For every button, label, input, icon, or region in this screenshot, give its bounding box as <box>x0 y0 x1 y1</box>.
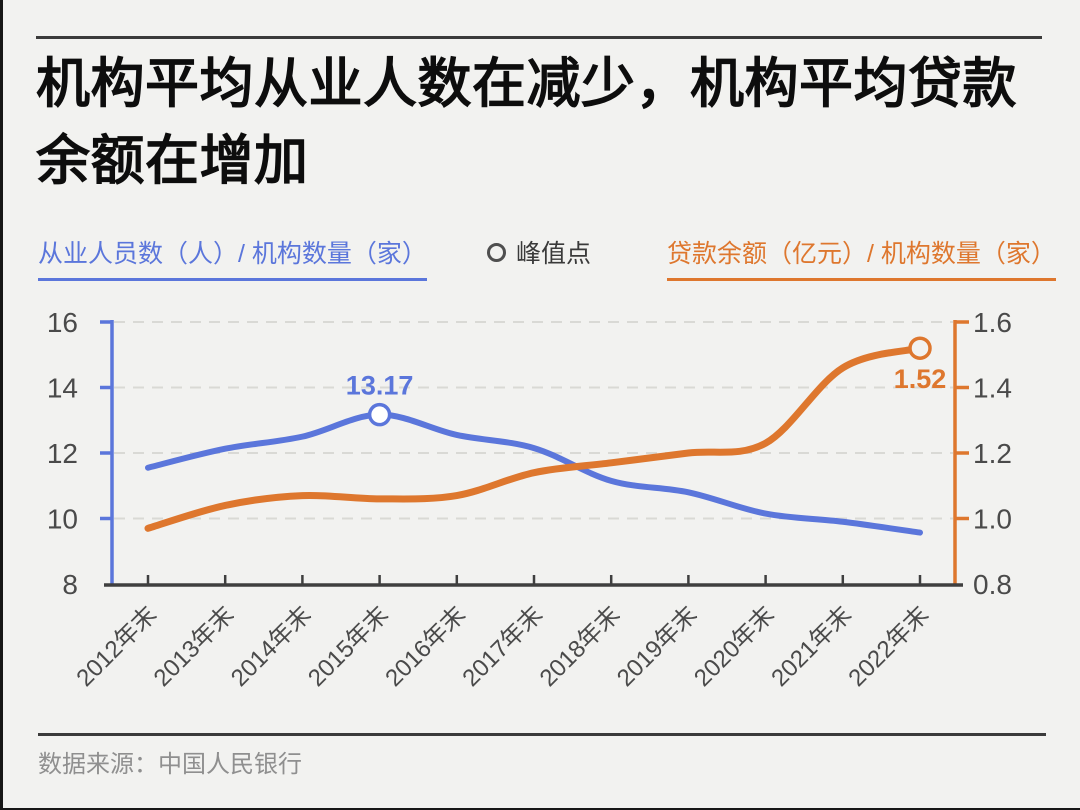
legend-item-employees: 从业人员数（人）/ 机构数量（家） <box>38 234 427 281</box>
peak-marker <box>367 402 392 427</box>
legend-item-loan-balance: 贷款余额（亿元）/ 机构数量（家） <box>667 234 1056 281</box>
x-axis: 2012年末2013年末2014年末2015年末2016年末2017年末2018… <box>71 575 963 692</box>
x-axis-label: 2014年末 <box>226 601 317 692</box>
y-axis-right-label: 1.2 <box>973 438 1012 469</box>
x-axis-label: 2017年末 <box>457 601 548 692</box>
x-axis-label: 2012年末 <box>71 601 162 692</box>
y-axis-left: 8 10 12 14 16 <box>47 307 114 600</box>
y-axis-left-label: 14 <box>47 373 78 404</box>
left-edge-artifact <box>0 0 3 810</box>
y-axis-left-label: 16 <box>47 307 78 338</box>
endpoint-value-label: 1.52 <box>894 364 947 394</box>
data-source: 数据来源：中国人民银行 <box>38 751 302 778</box>
y-axis-left-label: 10 <box>47 504 78 535</box>
series-employees-line <box>145 411 923 536</box>
x-axis-label: 2016年末 <box>380 601 471 692</box>
x-axis-label: 2020年末 <box>689 601 780 692</box>
endpoint-marker <box>908 336 932 360</box>
x-axis-label: 2018年末 <box>535 601 626 692</box>
x-axis-label: 2015年末 <box>303 601 394 692</box>
x-axis-label: 2022年末 <box>843 601 934 692</box>
legend-label-employees: 从业人员数（人）/ 机构数量（家） <box>38 234 427 281</box>
legend-label-loan-balance: 贷款余额（亿元）/ 机构数量（家） <box>667 234 1056 281</box>
bottom-divider <box>38 733 1046 736</box>
peak-value-label: 13.17 <box>346 371 414 401</box>
bottom-edge-artifact <box>0 808 1080 810</box>
top-divider <box>36 36 1042 39</box>
legend-label-peak: 峰值点 <box>516 240 592 268</box>
y-axis-right-label: 1.4 <box>973 373 1012 404</box>
x-axis-label: 2021年末 <box>766 601 857 692</box>
y-axis-right-label: 0.8 <box>973 569 1012 600</box>
x-axis-label: 2019年末 <box>612 601 703 692</box>
y-axis-left-label: 12 <box>47 438 78 469</box>
legend: 从业人员数（人）/ 机构数量（家） 峰值点 贷款余额（亿元）/ 机构数量（家） <box>0 234 1080 282</box>
gridlines <box>114 321 953 520</box>
x-axis-label: 2013年末 <box>149 601 240 692</box>
peak-marker-icon <box>487 242 506 262</box>
y-axis-right-label: 1.0 <box>973 504 1012 535</box>
series-loan-balance-line <box>144 344 924 532</box>
y-axis-right-label: 1.6 <box>973 307 1012 338</box>
y-axis-right: 0.8 1.0 1.2 1.4 1.6 <box>953 307 1012 600</box>
chart-title: 机构平均从业人数在减少，机构平均贷款余额在增加 <box>36 54 1017 192</box>
legend-item-peak: 峰值点 <box>487 234 591 270</box>
y-axis-left-label: 8 <box>62 569 78 600</box>
